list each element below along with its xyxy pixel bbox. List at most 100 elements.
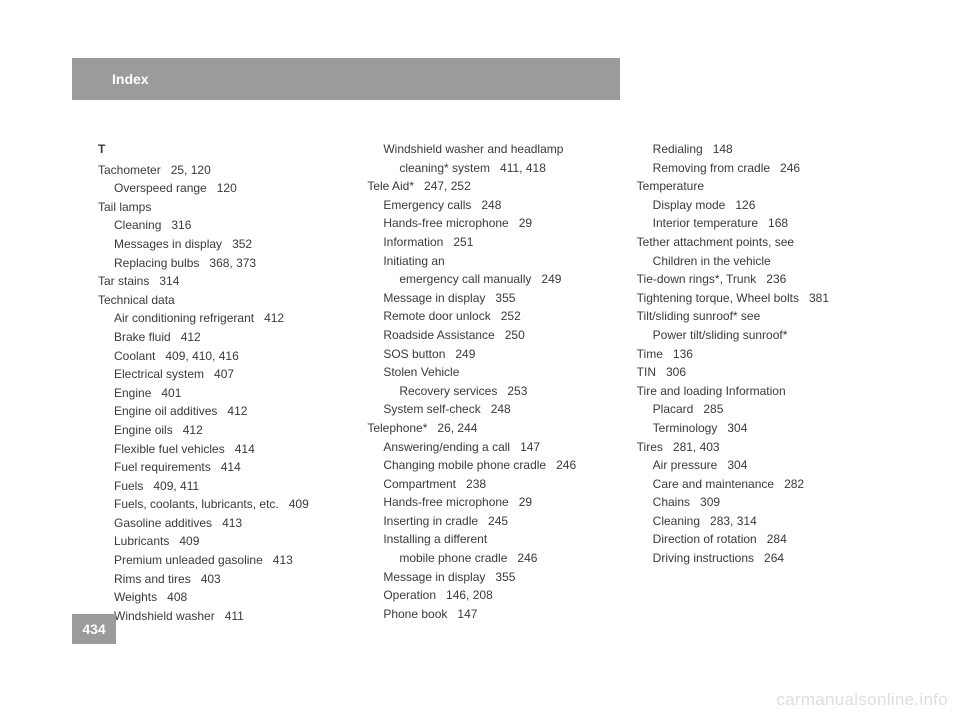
index-letter: T	[98, 140, 349, 159]
index-entry: Fuels, coolants, lubricants, etc.409	[98, 495, 349, 514]
index-entry-label: Operation	[383, 588, 436, 602]
index-entry-label: Rims and tires	[114, 572, 191, 586]
index-entry: Remote door unlock252	[367, 307, 618, 326]
index-entry-pages: 250	[505, 328, 525, 342]
index-entry: Inserting in cradle245	[367, 512, 618, 531]
index-entry-pages: 25, 120	[171, 163, 211, 177]
index-entry-pages: 236	[766, 272, 786, 286]
index-entry-label: mobile phone cradle	[399, 551, 507, 565]
index-entry: Phone book 147	[367, 605, 618, 624]
index-entry: Children in the vehicle	[637, 252, 888, 271]
index-entry-label: Technical data	[98, 293, 175, 307]
index-entry: SOS button 249	[367, 345, 618, 364]
index-entry-pages: 413	[222, 516, 242, 530]
index-entry-label: Display mode	[653, 198, 726, 212]
index-entry: Tether attachment points, see	[637, 233, 888, 252]
index-entry: Fuels 409, 411	[98, 477, 349, 496]
index-entry-pages: 253	[507, 384, 527, 398]
index-entry-label: Replacing bulbs	[114, 256, 199, 270]
index-entry-label: Interior temperature	[653, 216, 758, 230]
index-entry-label: Tire and loading Information	[637, 384, 786, 398]
index-entry: Premium unleaded gasoline413	[98, 551, 349, 570]
index-entry-label: Phone book	[383, 607, 447, 621]
index-entry: Engine401	[98, 384, 349, 403]
index-entry-pages: 249	[541, 272, 561, 286]
index-entry: Lubricants409	[98, 532, 349, 551]
page-number-badge: 434	[72, 614, 116, 644]
index-entry-label: TIN	[637, 365, 656, 379]
index-entry-pages: 126	[735, 198, 755, 212]
index-entry-pages: 306	[666, 365, 686, 379]
index-entry-label: Inserting in cradle	[383, 514, 478, 528]
index-entry: Display mode 126	[637, 196, 888, 215]
index-page: Index T Tachometer 25, 120 Overspeed range1…	[0, 0, 960, 720]
index-entry: Care and maintenance 282	[637, 475, 888, 494]
index-entry-label: Children in the vehicle	[653, 254, 771, 268]
index-entry-label: Fuel requirements	[114, 460, 211, 474]
index-entry-label: Flexible fuel vehicles	[114, 442, 225, 456]
index-entry-pages: 407	[214, 367, 234, 381]
index-entry-pages: 355	[495, 570, 515, 584]
index-entry-label: Tachometer	[98, 163, 161, 177]
index-column-3: Redialing148Removing from cradle246Tempe…	[637, 140, 888, 625]
index-entry: Overspeed range120	[98, 179, 349, 198]
index-entry-pages: 282	[784, 477, 804, 491]
index-entry-pages: 409	[289, 497, 309, 511]
index-entry: Removing from cradle246	[637, 159, 888, 178]
index-entry-pages: 314	[159, 274, 179, 288]
index-entry-pages: 285	[703, 402, 723, 416]
index-entry: Stolen Vehicle	[367, 363, 618, 382]
index-entry: Recovery services 253	[367, 382, 618, 401]
index-entry-label: Driving instructions	[653, 551, 754, 565]
index-entry-pages: 368, 373	[209, 256, 256, 270]
index-entry: Fuel requirements414	[98, 458, 349, 477]
index-entry: Chains309	[637, 493, 888, 512]
index-entry-pages: 408	[167, 590, 187, 604]
index-entry: Compartment238	[367, 475, 618, 494]
index-entry-pages: 26, 244	[437, 421, 477, 435]
index-entry-pages: 147	[457, 607, 477, 621]
page-number: 434	[82, 621, 105, 637]
index-entry-label: Tilt/sliding sunroof* see	[637, 309, 761, 323]
header-title: Index	[72, 71, 149, 87]
index-entry-pages: 29	[519, 216, 532, 230]
index-entry-pages: 414	[235, 442, 255, 456]
index-entry: Driving instructions 264	[637, 549, 888, 568]
index-entry: Replacing bulbs 368, 373	[98, 254, 349, 273]
index-entry-pages: 411, 418	[500, 161, 546, 175]
index-entry-label: Tether attachment points, see	[637, 235, 794, 249]
index-entry-label: Terminology	[653, 421, 718, 435]
index-entry: Tachometer 25, 120	[98, 161, 349, 180]
index-entry-pages: 249	[455, 347, 475, 361]
index-entry-label: SOS button	[383, 347, 445, 361]
index-entry: Emergency calls248	[367, 196, 618, 215]
index-entry: Telephone*26, 244	[367, 419, 618, 438]
index-entry-pages: 411	[225, 609, 244, 623]
index-entry-pages: 412	[181, 330, 201, 344]
index-entry-pages: 264	[764, 551, 784, 565]
index-entry: Technical data	[98, 291, 349, 310]
index-entry-pages: 409, 411	[153, 479, 199, 493]
index-entry-pages: 246	[780, 161, 800, 175]
index-entry-pages: 283, 314	[710, 514, 757, 528]
index-entry-label: Tires	[637, 440, 663, 454]
index-entry-pages: 284	[767, 532, 787, 546]
index-column-1: TTachometer25, 120Overspeed range120Tail…	[98, 140, 349, 625]
index-entry-pages: 246	[517, 551, 537, 565]
index-entry-label: Recovery services	[399, 384, 497, 398]
index-entry: Message in display355	[367, 289, 618, 308]
index-entry-label: Tar stains	[98, 274, 149, 288]
index-entry-label: Cleaning	[653, 514, 700, 528]
index-entry-label: Fuels	[114, 479, 143, 493]
index-entry-pages: 381	[809, 291, 829, 305]
index-entry-pages: 412	[183, 423, 203, 437]
index-entry: Coolant409, 410, 416	[98, 347, 349, 366]
index-entry-label: Changing mobile phone cradle	[383, 458, 546, 472]
index-entry-label: Care and maintenance	[653, 477, 774, 491]
index-entry-label: Time	[637, 347, 663, 361]
index-entry-pages: 238	[466, 477, 486, 491]
index-entry: Temperature	[637, 177, 888, 196]
index-entry: Time136	[637, 345, 888, 364]
index-entry-label: Installing a different	[383, 532, 487, 546]
index-entry: Cleaning 283, 314	[637, 512, 888, 531]
